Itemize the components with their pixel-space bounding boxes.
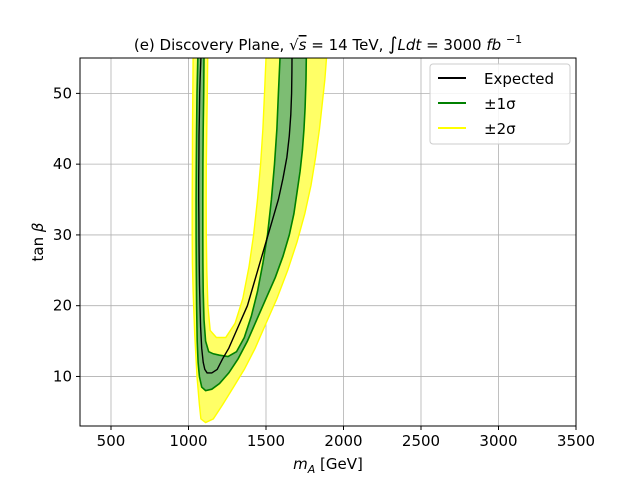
legend-box — [429, 63, 571, 145]
x-tick-label-3500: 3500 — [557, 432, 595, 450]
chart-title: (e) Discovery Plane, √s = 14 TeV, ∫Ldt =… — [134, 33, 522, 55]
legend-one-sigma-label: ±1σ — [484, 95, 516, 113]
x-axis-label: mA [GeV] — [293, 455, 363, 476]
y-tick-label-50: 50 — [53, 84, 72, 102]
y-tick-label-40: 40 — [53, 155, 72, 173]
x-tick-label-2500: 2500 — [402, 432, 440, 450]
plot-area — [191, 58, 328, 424]
y-tick-label-30: 30 — [53, 226, 72, 244]
y-tick-label-10: 10 — [53, 367, 72, 385]
legend: Expected ±1σ ±2σ — [429, 63, 571, 145]
y-axis-ticks: 10 20 30 40 50 — [53, 84, 80, 385]
one-sigma-band — [195, 58, 308, 392]
x-tick-label-1500: 1500 — [247, 432, 285, 450]
x-tick-label-2000: 2000 — [324, 432, 362, 450]
y-axis-label: tan β — [29, 222, 47, 261]
plot-frame — [79, 57, 577, 427]
expected-line — [198, 58, 293, 374]
x-tick-label-500: 500 — [97, 432, 126, 450]
x-tick-label-1000: 1000 — [169, 432, 207, 450]
x-axis-ticks: 500 1000 1500 2000 2500 3000 3500 — [97, 426, 595, 450]
legend-expected-label: Expected — [484, 70, 554, 88]
y-tick-label-20: 20 — [53, 297, 72, 315]
legend-two-sigma-label: ±2σ — [484, 120, 516, 138]
x-tick-label-3000: 3000 — [479, 432, 517, 450]
